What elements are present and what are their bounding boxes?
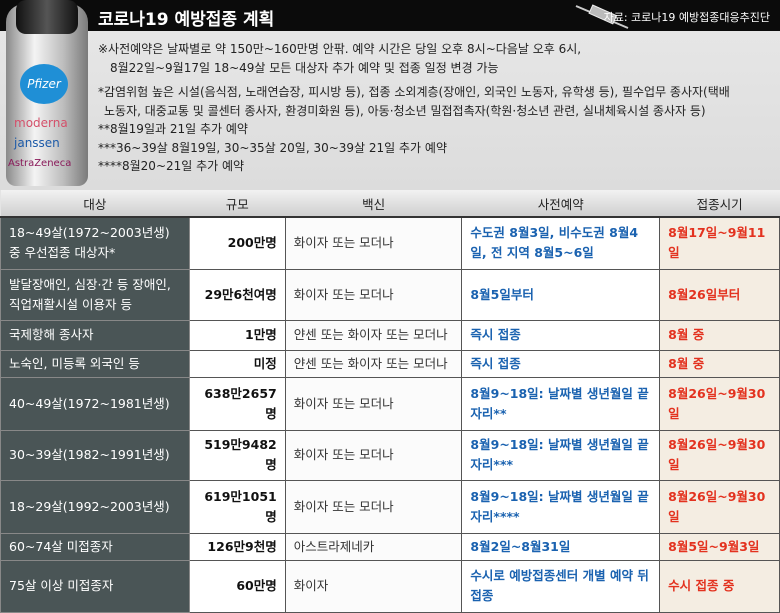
header-target: 대상 bbox=[0, 190, 190, 218]
table-row: 18~29살(1992~2003년생) 619만1051명 화이자 또는 모더나 8월… bbox=[0, 479, 780, 534]
res-cell: 즉시 접종 bbox=[461, 319, 661, 351]
target-cell: 75살 이상 미접종자 bbox=[0, 559, 190, 613]
info-panel: 코로나19 예방접종 계획 자료: 코로나19 예방접종대응추진단 Pfizer… bbox=[0, 0, 780, 190]
vac-cell: 얀센 또는 화이자 또는 모더나 bbox=[284, 349, 463, 378]
vac-cell: 화이자 또는 모더나 bbox=[284, 376, 463, 431]
source-credit: 자료: 코로나19 예방접종대응추진단 bbox=[603, 11, 770, 24]
scale-cell: 미정 bbox=[188, 349, 286, 378]
scale-cell: 1만명 bbox=[188, 319, 286, 351]
target-cell: 국제항해 종사자 bbox=[0, 319, 190, 351]
vac-cell: 화이자 bbox=[284, 559, 463, 613]
scale-cell: 29만6천여명 bbox=[188, 268, 286, 321]
syringe-icon bbox=[575, 4, 629, 29]
header-reservation: 사전예약 bbox=[461, 190, 660, 218]
table-row: 30~39살(1982~1991년생) 519만9482명 화이자 또는 모더나 8월… bbox=[0, 429, 780, 481]
table-row: 40~49살(1972~1981년생) 638만2657명 화이자 또는 모더나 8월… bbox=[0, 376, 780, 431]
astrazeneca-logo: AstraZeneca bbox=[8, 158, 72, 169]
target-cell: 발달장애인, 심장·간 등 장애인, 직업재활시설 이용자 등 bbox=[0, 268, 190, 321]
footnotes: ※사전예약은 날짜별로 약 150만~160만명 안팎. 예약 시간은 당일 오… bbox=[98, 40, 730, 176]
vaccine-vial-image: Pfizer moderna janssen AstraZeneca bbox=[6, 0, 88, 186]
table-row: 75살 이상 미접종자 60만명 화이자 수시로 예방접종센터 개별 예약 뒤 접종 수… bbox=[0, 559, 780, 613]
res-cell: 8월5일부터 bbox=[461, 268, 661, 321]
res-cell: 8월2일~8월31일 bbox=[461, 532, 661, 561]
res-cell: 8월9~18일: 날짜별 생년월일 끝자리**** bbox=[461, 479, 661, 534]
target-cell: 18~49살(1972~2003년생) 중 우선접종 대상자* bbox=[0, 216, 190, 270]
janssen-logo: janssen bbox=[14, 136, 60, 150]
note-line: 노동자, 대중교통 및 콜센터 종사자, 환경미화원 등), 아동·청소년 밀접… bbox=[104, 103, 706, 118]
scale-cell: 519만9482명 bbox=[188, 429, 286, 481]
scale-cell: 638만2657명 bbox=[188, 376, 286, 431]
header-scale: 규모 bbox=[189, 190, 286, 218]
res-cell: 즉시 접종 bbox=[461, 349, 661, 378]
target-cell: 30~39살(1982~1991년생) bbox=[0, 429, 190, 481]
when-cell: 8월26일부터 bbox=[659, 268, 780, 321]
when-cell: 8월26일~9월30일 bbox=[659, 376, 780, 431]
when-cell: 8월5일~9월3일 bbox=[659, 532, 780, 561]
res-cell: 수시로 예방접종센터 개별 예약 뒤 접종 bbox=[461, 559, 661, 613]
table-row: 발달장애인, 심장·간 등 장애인, 직업재활시설 이용자 등 29만6천여명 화이… bbox=[0, 268, 780, 321]
target-cell: 노숙인, 미등록 외국인 등 bbox=[0, 349, 190, 378]
when-cell: 수시 접종 중 bbox=[659, 559, 780, 613]
note-line: **8월19일과 21일 추가 예약 bbox=[98, 122, 248, 136]
note-line: 8월22일~9월17일 18~49살 모든 대상자 추가 예약 및 접종 일정 … bbox=[110, 60, 499, 75]
table-row: 18~49살(1972~2003년생) 중 우선접종 대상자* 200만명 화이자 … bbox=[0, 216, 780, 270]
note-line: ****8월20~21일 추가 예약 bbox=[98, 159, 245, 173]
target-cell: 18~29살(1992~2003년생) bbox=[0, 479, 190, 534]
table-row: 60~74살 미접종자 126만9천명 아스트라제네카 8월2일~8월31일 8월5일~… bbox=[0, 532, 780, 561]
res-cell: 8월9~18일: 날짜별 생년월일 끝자리** bbox=[461, 376, 661, 431]
vac-cell: 아스트라제네카 bbox=[284, 532, 463, 561]
when-cell: 8월26일~9월30일 bbox=[659, 479, 780, 534]
header-vaccine: 백신 bbox=[285, 190, 462, 218]
res-cell: 수도권 8월3일, 비수도권 8월4일, 전 지역 8월5~6일 bbox=[461, 216, 661, 270]
note-line: *감염위험 높은 시설(음식점, 노래연습장, 피시방 등), 접종 소외계층(… bbox=[98, 85, 730, 99]
res-cell: 8월9~18일: 날짜별 생년월일 끝자리*** bbox=[461, 429, 661, 481]
vac-cell: 화이자 또는 모더나 bbox=[284, 479, 463, 534]
page-title: 코로나19 예방접종 계획 bbox=[98, 10, 275, 30]
moderna-logo: moderna bbox=[14, 116, 68, 130]
when-cell: 8월17일~9월11일 bbox=[659, 216, 780, 270]
note-line: ※사전예약은 날짜별로 약 150만~160만명 안팎. 예약 시간은 당일 오… bbox=[98, 42, 582, 56]
when-cell: 8월26일~9월30일 bbox=[659, 429, 780, 481]
when-cell: 8월 중 bbox=[659, 319, 780, 351]
vaccination-plan-table: 대상 규모 백신 사전예약 접종시기 18~49살(1972~2003년생) 중… bbox=[0, 190, 780, 613]
scale-cell: 60만명 bbox=[188, 559, 286, 613]
scale-cell: 200만명 bbox=[188, 216, 286, 270]
vac-cell: 화이자 또는 모더나 bbox=[284, 216, 463, 270]
note-line: ***36~39살 8월19일, 30~35살 20일, 30~39살 21일 … bbox=[98, 140, 447, 155]
vac-cell: 화이자 또는 모더나 bbox=[284, 429, 463, 481]
target-cell: 40~49살(1972~1981년생) bbox=[0, 376, 190, 431]
header-period: 접종시기 bbox=[659, 190, 780, 218]
table-row: 국제항해 종사자 1만명 얀센 또는 화이자 또는 모더나 즉시 접종 8월 중 bbox=[0, 319, 780, 351]
table-row: 노숙인, 미등록 외국인 등 미정 얀센 또는 화이자 또는 모더나 즉시 접종 8월 … bbox=[0, 349, 780, 378]
scale-cell: 619만1051명 bbox=[188, 479, 286, 534]
vac-cell: 얀센 또는 화이자 또는 모더나 bbox=[284, 319, 463, 351]
when-cell: 8월 중 bbox=[659, 349, 780, 378]
table-header-row: 대상 규모 백신 사전예약 접종시기 bbox=[0, 190, 780, 218]
pfizer-logo: Pfizer bbox=[20, 64, 68, 104]
title-bar: 코로나19 예방접종 계획 자료: 코로나19 예방접종대응추진단 bbox=[0, 0, 780, 31]
target-cell: 60~74살 미접종자 bbox=[0, 532, 190, 561]
vac-cell: 화이자 또는 모더나 bbox=[284, 268, 463, 321]
scale-cell: 126만9천명 bbox=[188, 532, 286, 561]
